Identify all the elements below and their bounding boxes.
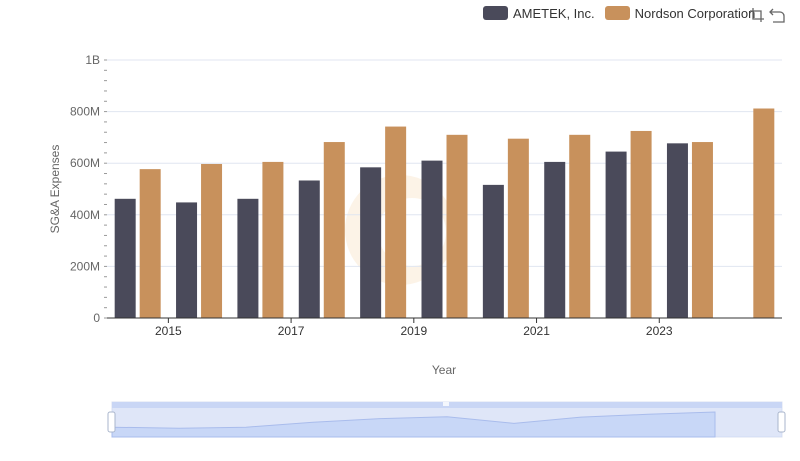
bar-nordson-2023 (691, 142, 713, 318)
bar-nordson-2015 (201, 163, 223, 318)
y-tick-label: 600M (70, 156, 100, 170)
zoom-preview-area (111, 411, 716, 438)
y-tick-label: 800M (70, 105, 100, 119)
zoom-handle-left[interactable] (107, 411, 116, 433)
bar-ametek-2014 (114, 198, 136, 318)
zoom-move-handle[interactable] (443, 402, 449, 406)
series-nordson-bars (139, 108, 775, 319)
bar-ametek-2016 (237, 198, 259, 318)
restore-icon[interactable] (768, 6, 786, 24)
bar-nordson-2020 (507, 138, 529, 318)
bar-nordson-2018 (385, 126, 407, 319)
y-tick-label: 1B (85, 53, 100, 67)
bar-nordson-2021 (569, 134, 591, 318)
bar-nordson-2024 (753, 108, 775, 318)
x-axis-tick-labels: 2015 2017 2019 2021 2023 (155, 324, 673, 338)
data-zoom-slider[interactable] (107, 401, 786, 438)
zoom-icon[interactable] (748, 6, 766, 24)
bar-nordson-2019 (446, 134, 468, 318)
x-tick-label: 2021 (523, 324, 550, 338)
x-axis-title: Year (432, 363, 456, 377)
x-axis-ticks (167, 318, 660, 323)
y-tick-label: 0 (93, 311, 100, 325)
x-tick-label: 2023 (646, 324, 673, 338)
legend-label-ametek: AMETEK, Inc. (513, 5, 595, 21)
y-axis-tick-labels: 0 200M 400M 600M 800M 1B (70, 53, 100, 325)
bar-ametek-2021 (544, 161, 566, 318)
bar-ametek-2020 (482, 184, 504, 318)
legend-swatch-ametek (483, 6, 508, 20)
bar-nordson-2016 (262, 161, 284, 318)
chart-toolbox (746, 6, 786, 24)
chart-legend: AMETEK, Inc. Nordson Corporation (483, 3, 765, 23)
legend-swatch-nordson (604, 6, 630, 20)
x-tick-label: 2017 (278, 324, 305, 338)
bar-nordson-2017 (323, 142, 345, 318)
bar-nordson-2022 (630, 130, 652, 318)
y-axis-title: SG&A Expenses (48, 145, 62, 234)
zoom-handle-right[interactable] (777, 411, 786, 433)
series-ametek-bars (114, 143, 688, 318)
bar-ametek-2017 (298, 180, 320, 318)
x-tick-label: 2019 (400, 324, 427, 338)
bar-ametek-2018 (360, 167, 382, 318)
x-tick-label: 2015 (155, 324, 182, 338)
bar-ametek-2023 (666, 143, 688, 318)
y-tick-label: 400M (70, 208, 100, 222)
bar-ametek-2022 (605, 151, 627, 318)
bar-nordson-2014 (139, 169, 161, 318)
legend-label-nordson: Nordson Corporation (634, 5, 756, 21)
bar-ametek-2015 (176, 202, 198, 318)
bar-ametek-2019 (421, 160, 443, 318)
y-tick-label: 200M (70, 259, 100, 273)
y-minor-ticks (104, 59, 107, 319)
legend-item-ametek[interactable]: AMETEK, Inc. (483, 6, 595, 21)
legend-item-nordson[interactable]: Nordson Corporation (604, 5, 756, 21)
